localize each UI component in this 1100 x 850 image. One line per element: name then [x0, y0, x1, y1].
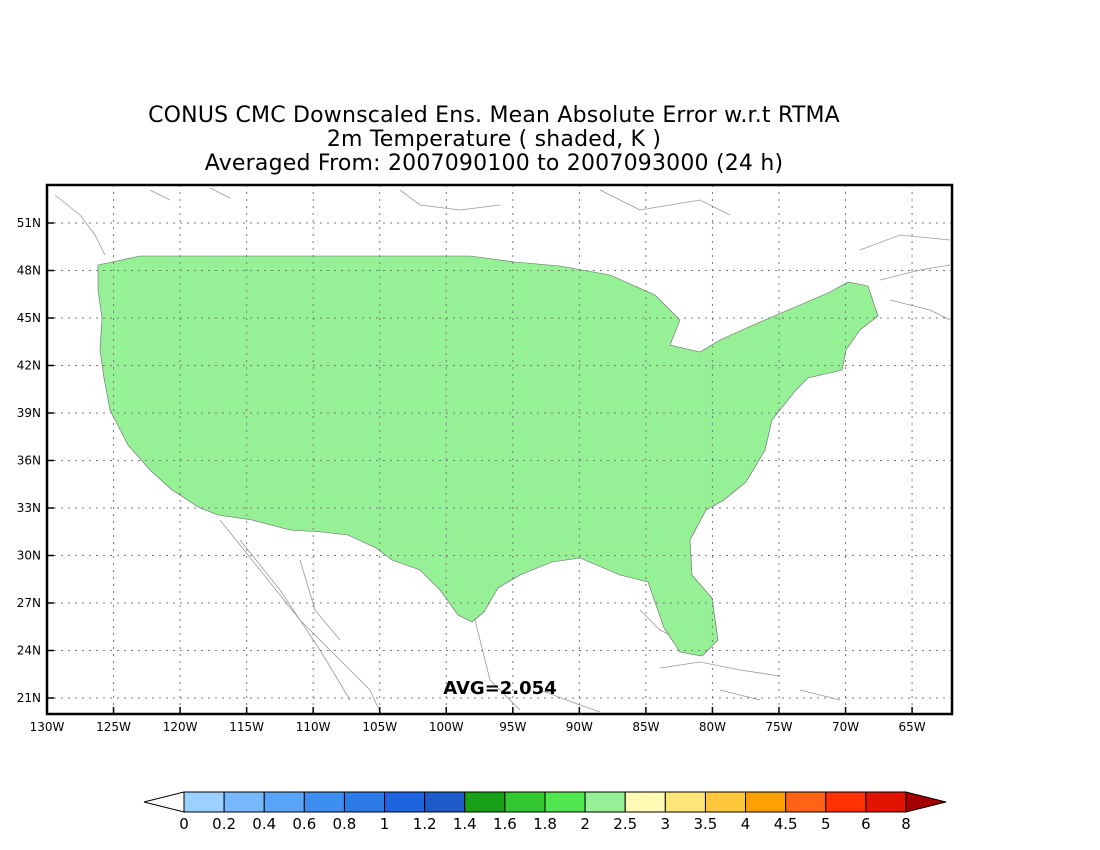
lon-tick-label: 105W [362, 720, 397, 734]
lat-tick-label: 21N [17, 691, 41, 705]
colorbar-arrow-high [905, 791, 947, 813]
lon-tick-label: 70W [832, 720, 859, 734]
lat-tick-label: 24N [17, 644, 41, 658]
lat-tick-label: 45N [17, 311, 41, 325]
colorbar-swatch [343, 791, 386, 813]
latitude-axis: 51N 48N 45N 42N 39N 36N 33N 30N 27N 24N 21N [17, 216, 54, 705]
colorbar-swatch [745, 791, 787, 813]
colorbar-label: 3.5 [694, 815, 718, 833]
colorbar-swatch [424, 791, 466, 813]
colorbar-label: 4.5 [774, 815, 798, 833]
map-frame [45, 183, 954, 716]
lon-tick-label: 95W [499, 720, 526, 734]
colorbar-swatch [624, 791, 666, 813]
map-title-line-1: CONUS CMC Downscaled Ens. Mean Absolute … [148, 103, 840, 128]
colorbar-swatch [704, 791, 747, 813]
colorbar-swatch [263, 791, 305, 813]
lat-tick-label: 36N [17, 454, 41, 468]
lon-tick-label: 85W [632, 720, 659, 734]
lon-tick-label: 125W [96, 720, 131, 734]
lat-tick-label: 33N [17, 501, 41, 515]
colorbar-swatch [785, 791, 827, 813]
colorbar-label: 1.8 [533, 815, 557, 833]
lon-tick-label: 120W [163, 720, 198, 734]
colorbar-label: 0 [179, 815, 189, 833]
longitude-axis: 130W 125W 120W 115W 110W 105W 100W 95W 90W 85W 80W… [30, 707, 926, 734]
map-title-line-3: Averaged From: 2007090100 to 2007093000 … [204, 151, 784, 176]
colorbar-swatch [384, 791, 426, 813]
colorbar-label: 3 [661, 815, 671, 833]
lat-tick-label: 30N [17, 549, 41, 563]
map-title-line-2: 2m Temperature ( shaded, K ) [326, 127, 662, 152]
colorbar-label: 0.2 [212, 815, 236, 833]
lon-tick-label: 115W [229, 720, 264, 734]
colorbar-label: 1.6 [493, 815, 517, 833]
colorbar-swatch [544, 791, 586, 813]
colorbar-swatch [464, 791, 506, 813]
lat-tick-label: 48N [17, 264, 41, 278]
colorbar-label: 0.8 [333, 815, 357, 833]
colorbar-label: 1 [380, 815, 390, 833]
colorbar-swatch [584, 791, 626, 813]
lat-tick-label: 51N [17, 216, 41, 230]
lat-tick-label: 39N [17, 406, 41, 420]
colorbar-swatch [223, 791, 265, 813]
lat-tick-label: 27N [17, 596, 41, 610]
colorbar-label: 6 [861, 815, 871, 833]
colorbar-swatch [183, 791, 225, 813]
colorbar-label: 4 [741, 815, 751, 833]
lon-tick-label: 80W [699, 720, 726, 734]
colorbar-label: 1.2 [413, 815, 437, 833]
colorbar-swatch [865, 791, 907, 813]
lon-tick-label: 100W [429, 720, 464, 734]
average-annotation: AVG=2.054 [443, 678, 556, 699]
colorbar-label: 1.4 [453, 815, 477, 833]
colorbar-swatch [664, 791, 706, 813]
colorbar-label: 2.5 [613, 815, 637, 833]
colorbar-swatch [825, 791, 867, 813]
lon-tick-label: 75W [765, 720, 792, 734]
colorbar-arrow-low [143, 791, 185, 813]
lon-tick-label: 65W [899, 720, 926, 734]
colorbar-label: 5 [821, 815, 831, 833]
colorbar-label: 2 [580, 815, 590, 833]
colorbar: 0 0.2 0.4 0.6 0.8 1 1.2 1.4 1.6 1.8 2 2.5 3 3.5 4 4.5 5 6… [143, 791, 947, 833]
colorbar-label: 0.4 [252, 815, 276, 833]
lat-tick-label: 42N [17, 359, 41, 373]
colorbar-label: 0.6 [292, 815, 316, 833]
lon-tick-label: 130W [30, 720, 65, 734]
coastline-outlines [54, 187, 951, 713]
lon-tick-label: 90W [566, 720, 593, 734]
colorbar-swatch [303, 791, 345, 813]
map-plot-area [47, 185, 952, 714]
colorbar-label: 8 [901, 815, 911, 833]
colorbar-swatch [504, 791, 546, 813]
lon-tick-label: 110W [296, 720, 331, 734]
